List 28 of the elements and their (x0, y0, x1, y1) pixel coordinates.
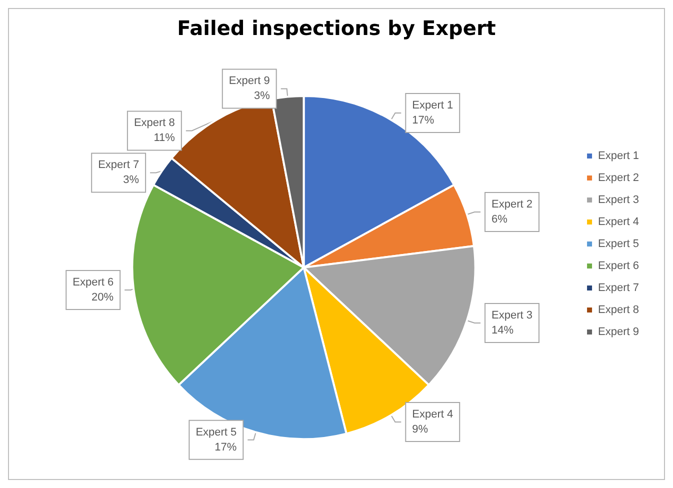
data-label: 6% (492, 214, 508, 226)
data-label: 3% (254, 90, 270, 102)
slice-label: Expert 5 (196, 426, 237, 438)
slice-label: Expert 8 (134, 117, 175, 130)
legend-label: Expert 9 (598, 326, 640, 338)
data-label: 11% (154, 132, 176, 144)
data-label: 3% (123, 174, 140, 186)
slice-label: Expert 4 (412, 408, 454, 421)
slice-label: Expert 1 (412, 99, 454, 112)
slice-label: Expert 9 (228, 75, 270, 88)
legend-label: Expert 3 (598, 194, 640, 206)
legend-label: Expert 2 (598, 172, 640, 184)
legend-label: Expert 1 (598, 150, 640, 162)
data-label: 9% (412, 424, 428, 436)
data-label: 20% (92, 292, 114, 304)
slice-label: Expert 7 (98, 159, 140, 172)
slice-label: Expert 3 (492, 309, 532, 322)
data-label: 14% (492, 324, 514, 336)
legend-label: Expert 4 (598, 216, 640, 228)
legend-label: Expert 5 (598, 238, 640, 250)
chart-title: Failed inspections by Expert (177, 16, 496, 40)
data-label: 17% (214, 441, 237, 454)
legend-label: Expert 6 (598, 260, 640, 272)
legend-label: Expert 8 (598, 304, 640, 316)
slice-label: Expert 2 (492, 198, 532, 211)
legend-label: Expert 7 (598, 282, 640, 294)
data-label: 17% (412, 114, 434, 126)
slice-label: Expert 6 (72, 276, 114, 289)
